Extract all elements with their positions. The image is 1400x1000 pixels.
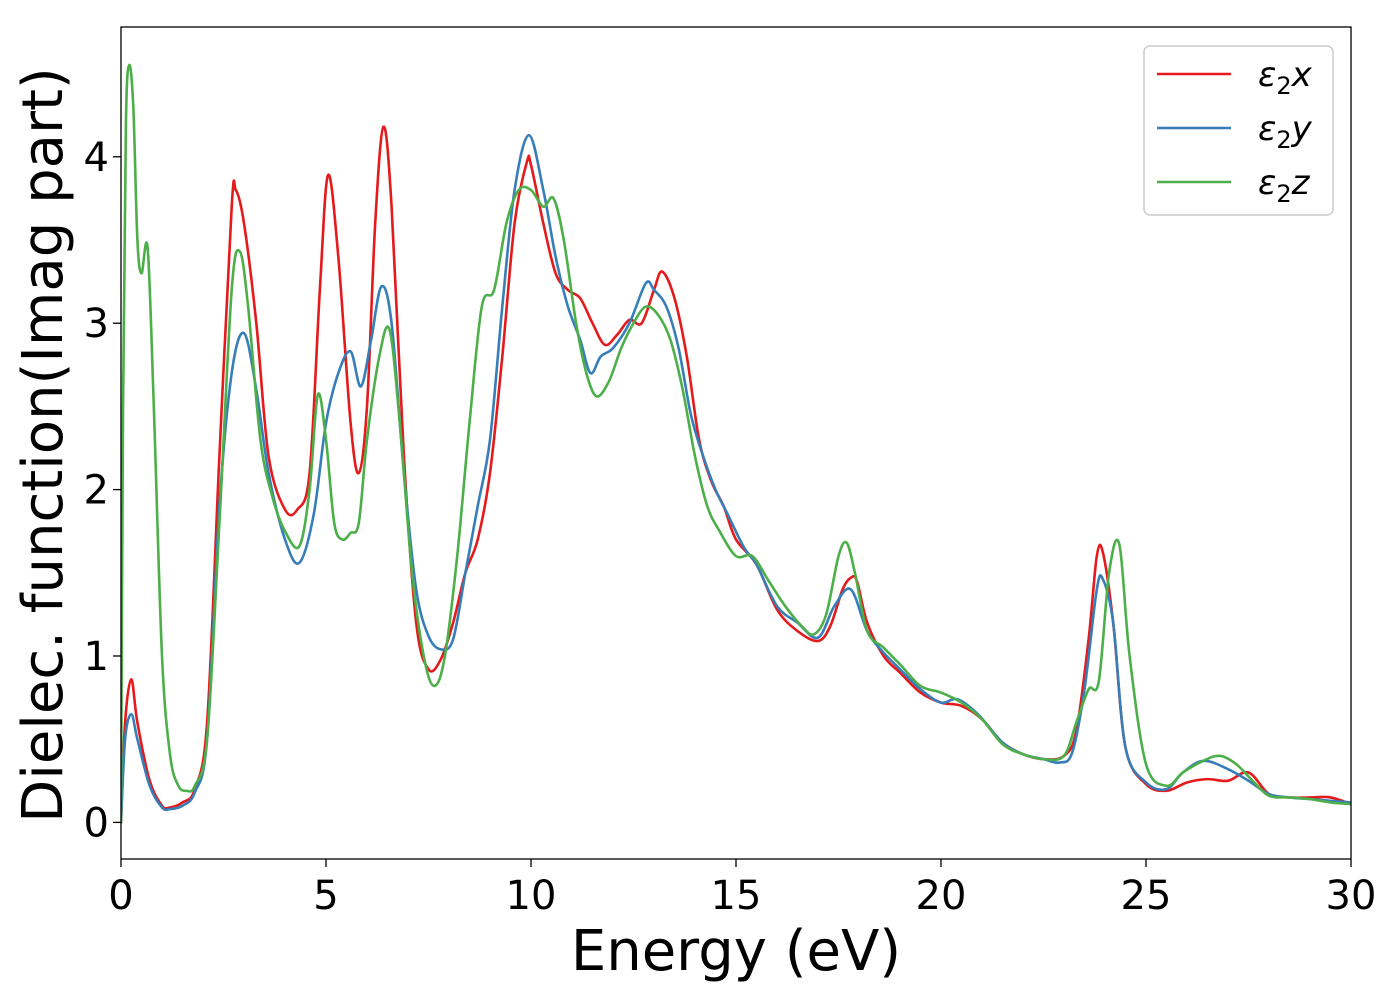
legend-label-y: ε2y xyxy=(1258,109,1313,154)
legend-label-x: ε2x xyxy=(1258,55,1313,100)
x-tick-label: 0 xyxy=(108,873,133,919)
x-tick-label: 20 xyxy=(916,873,967,919)
y-axis-label: Dielec. function(Imag part) xyxy=(11,67,76,823)
y-axis: 0 1 2 3 4 xyxy=(84,135,121,846)
y-tick-label: 4 xyxy=(84,135,109,181)
legend-box xyxy=(1143,45,1334,216)
x-tick-label: 5 xyxy=(313,873,338,919)
series-line-x xyxy=(121,125,1351,824)
y-tick-label: 0 xyxy=(84,800,109,846)
x-tick-label: 10 xyxy=(506,873,557,919)
legend-entries: ε2x ε2y ε2z xyxy=(1157,55,1313,208)
series-line-y xyxy=(121,133,1351,824)
series-line-z xyxy=(121,63,1351,824)
y-tick-label: 3 xyxy=(84,301,109,347)
x-axis: 0 5 10 15 20 25 30 xyxy=(108,859,1376,919)
y-tick-label: 2 xyxy=(84,468,109,514)
series-layer xyxy=(121,63,1351,824)
y-tick-label: 1 xyxy=(84,634,109,680)
legend-label-z: ε2z xyxy=(1258,163,1311,208)
x-tick-label: 15 xyxy=(711,873,762,919)
x-axis-label: Energy (eV) xyxy=(571,919,901,984)
x-tick-label: 25 xyxy=(1121,873,1172,919)
legend: ε2x ε2y ε2z xyxy=(1143,45,1334,216)
x-tick-label: 30 xyxy=(1326,873,1377,919)
